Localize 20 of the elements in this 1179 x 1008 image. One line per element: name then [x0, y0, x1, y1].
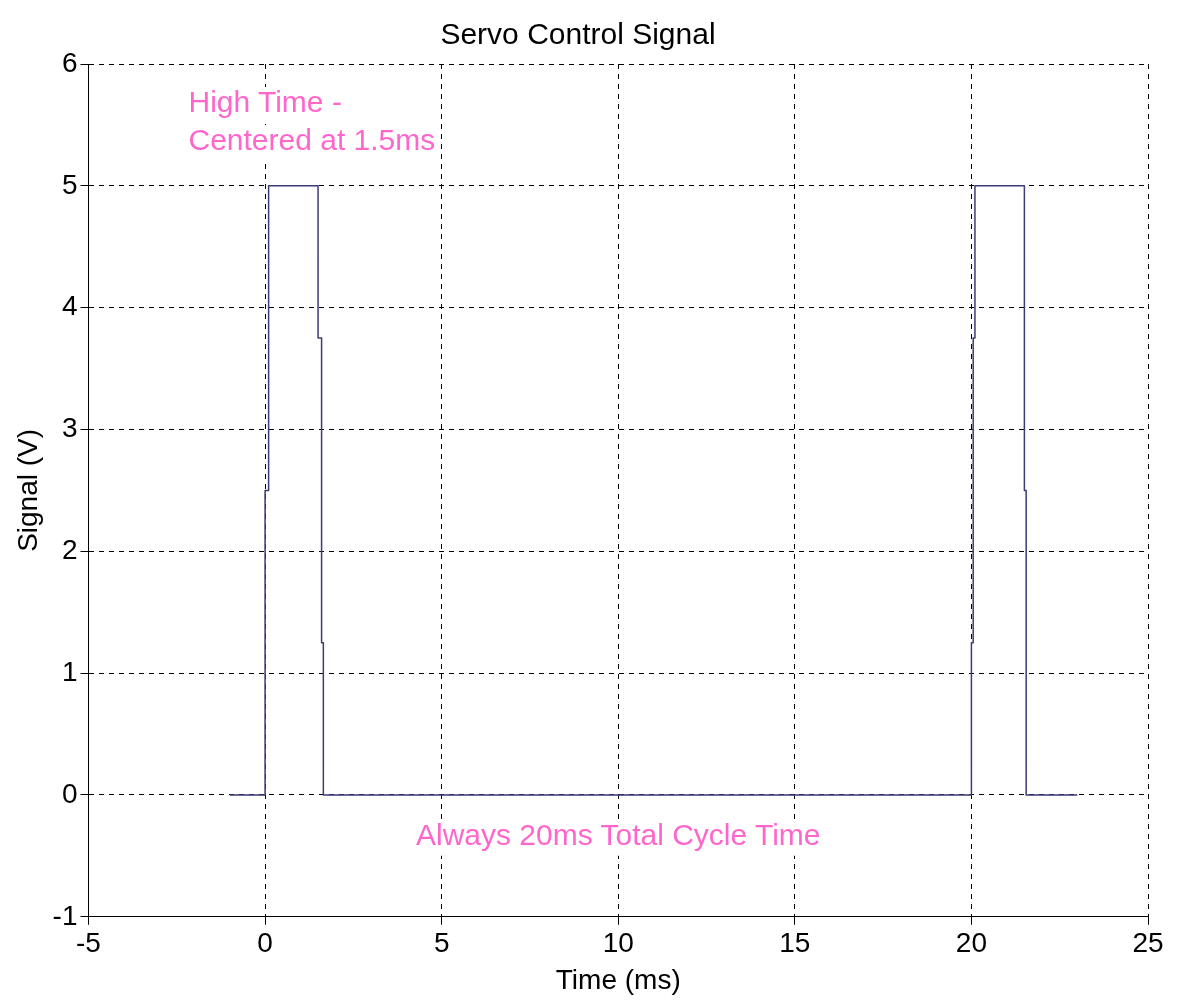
x-tick-label: 15	[779, 927, 811, 959]
x-tick-label: 20	[955, 927, 987, 959]
y-tick-label: 4	[61, 290, 78, 322]
annotation: Always 20ms Total Cycle Time	[415, 818, 821, 852]
y-tick-label: 0	[61, 777, 78, 809]
y-tick-label: 2	[61, 534, 78, 566]
x-tick-label: 5	[433, 927, 450, 959]
y-tick-label: 6	[61, 46, 78, 78]
chart-title: Servo Control Signal	[440, 17, 716, 51]
y-tick-label: 1	[61, 655, 78, 687]
annotation: High Time - Centered at 1.5ms	[188, 85, 436, 157]
x-tick-label: 0	[257, 927, 273, 959]
y-tick-label: 3	[61, 412, 78, 444]
x-tick-label: -5	[76, 927, 101, 959]
x-tick-label: 25	[1132, 927, 1164, 959]
x-tick-label: 10	[602, 927, 634, 959]
y-axis-title: Signal (V)	[11, 428, 43, 552]
y-tick-label: 5	[61, 168, 78, 200]
y-tick-label: -1	[52, 899, 78, 931]
x-axis-title: Time (ms)	[555, 963, 681, 995]
